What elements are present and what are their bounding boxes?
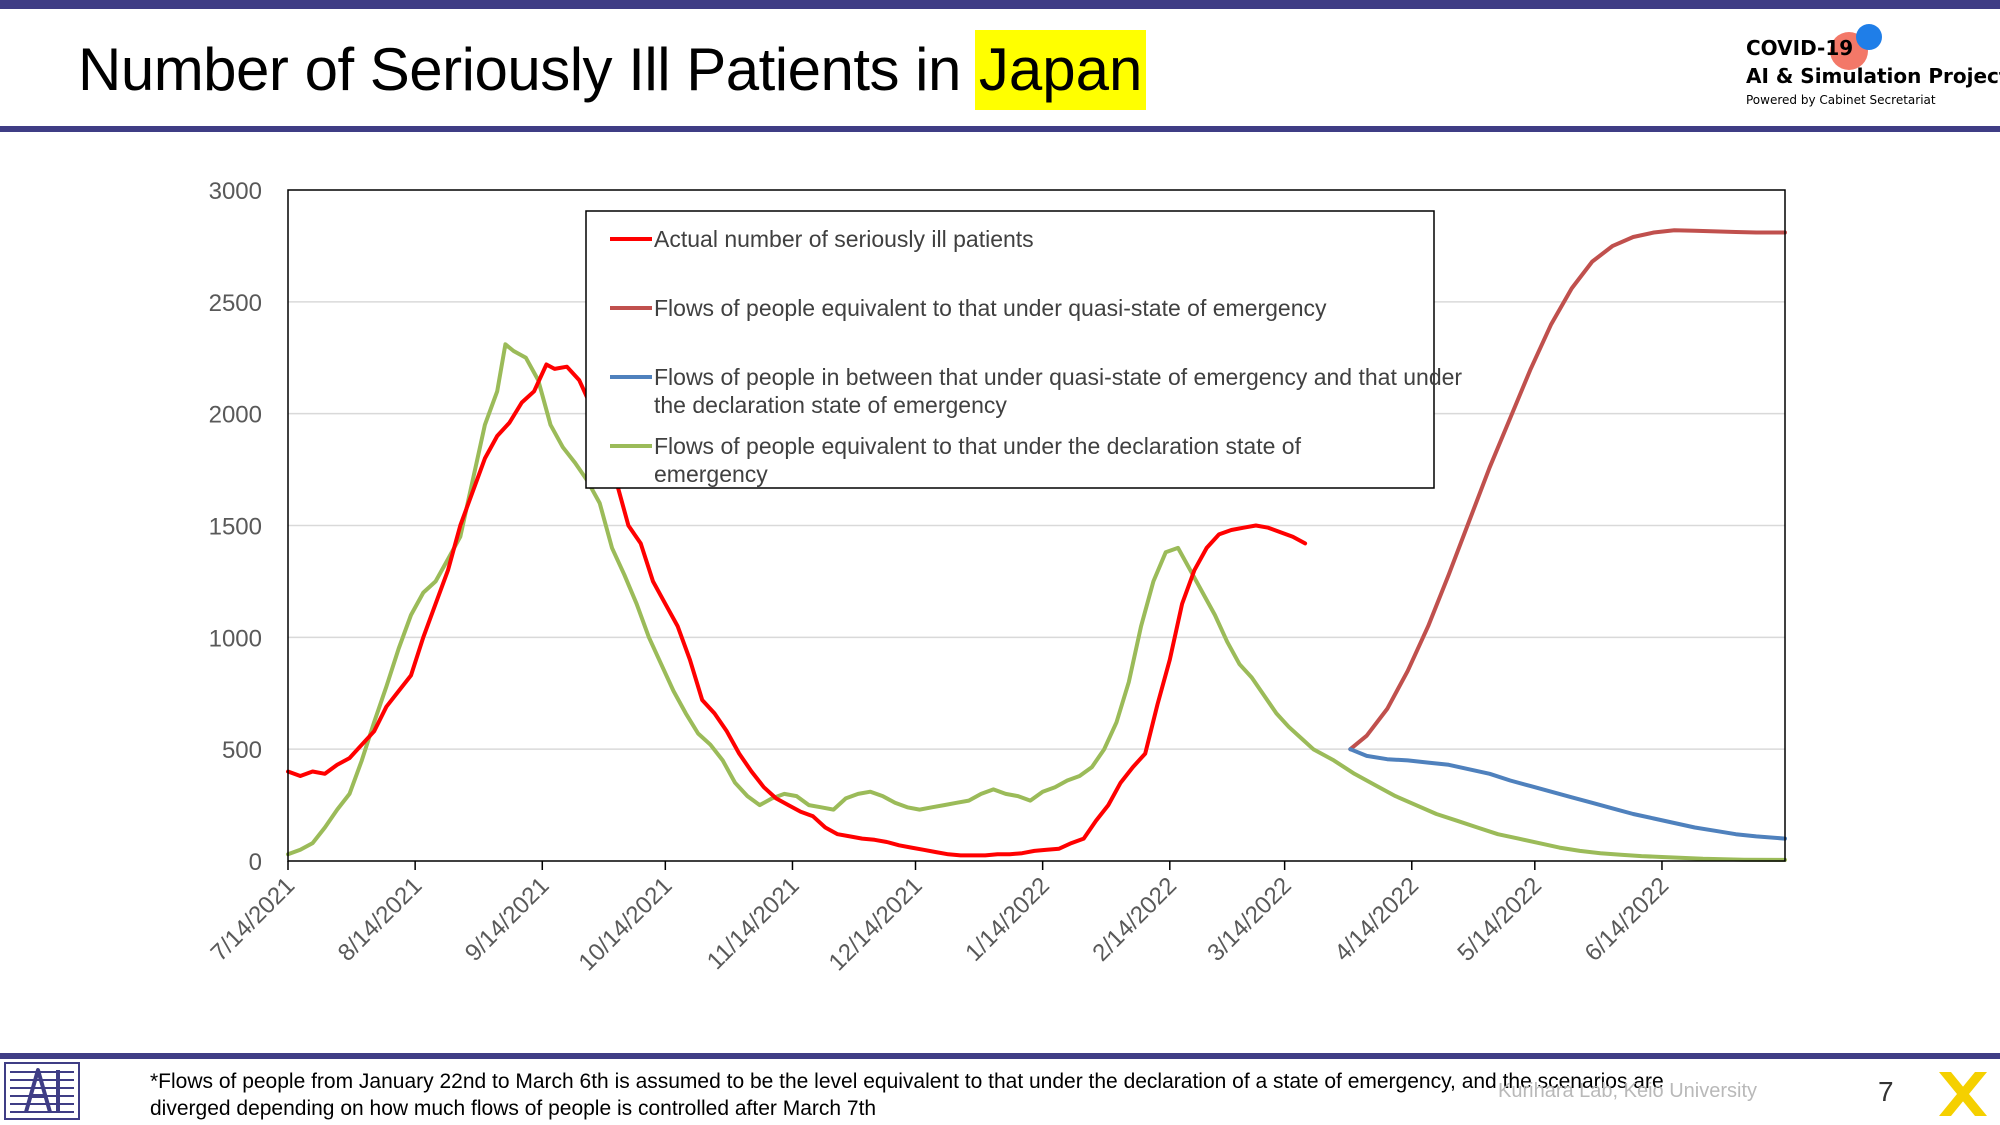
x-tick-label: 11/14/2021	[702, 872, 805, 975]
x-tick-label: 6/14/2022	[1580, 872, 1675, 967]
series-line-0	[286, 362, 1308, 858]
x-tick-label: 12/14/2021	[824, 872, 928, 976]
title-highlight: Japan	[974, 30, 1147, 110]
header-divider	[0, 126, 2000, 132]
lab-credit: Kurihara Lab, Keio University	[1498, 1080, 1758, 1102]
x-tick-label: 9/14/2021	[460, 872, 555, 967]
series-line-2	[1348, 747, 1787, 841]
logo-line-1: COVID-19	[1746, 36, 1854, 60]
x-tick-label: 5/14/2022	[1452, 872, 1547, 967]
legend-box	[585, 210, 1435, 489]
plot-frame	[287, 189, 1786, 862]
series-line-1	[1348, 228, 1787, 752]
line-chart: 0 500 1000 1500 2000 2500 3000 7/14/2021 8/14/2…	[206, 178, 1787, 976]
x-tick-label: 10/14/2021	[574, 872, 678, 976]
footer-divider	[0, 1053, 2000, 1059]
legend-label-1: Flows of people equivalent to that under…	[654, 295, 1327, 321]
footnote: *Flows of people from January 22nd to Ma…	[150, 1070, 1664, 1120]
logo-line-2: AI & Simulation Project	[1746, 64, 2000, 88]
x-tick-label: 3/14/2022	[1202, 872, 1297, 967]
series-line-3	[286, 342, 1787, 862]
x-tick-label: 4/14/2022	[1329, 872, 1424, 967]
x-tick-labels: 7/14/2021 8/14/2021 9/14/2021 10/14/2021 11/…	[206, 861, 1675, 976]
y-tick-label: 1000	[209, 625, 262, 652]
x-tick-label: 1/14/2022	[960, 872, 1055, 967]
legend-label-0: Actual number of seriously ill patients	[654, 226, 1034, 252]
y-tick-label: 2500	[209, 290, 262, 317]
y-tick-label: 2000	[209, 402, 262, 429]
page-number: 7	[1878, 1076, 1894, 1107]
x-tick-label: 8/14/2021	[333, 872, 428, 967]
y-tick-labels: 0 500 1000 1500 2000 2500 3000	[209, 178, 262, 876]
legend: Actual number of seriously ill patients F…	[585, 210, 1462, 489]
legend-label-2: Flows of people in between that under qu…	[654, 364, 1462, 418]
university-logo-icon	[4, 1062, 80, 1120]
logo-line-3: Powered by Cabinet Secretariat	[1746, 93, 1936, 107]
logo-blue-dot	[1856, 24, 1882, 50]
x-tick-label: 2/14/2022	[1087, 872, 1182, 967]
series-lines	[286, 228, 1787, 862]
page-title: Number of Seriously Ill Patients in Japa…	[78, 30, 1147, 110]
project-logo: COVID-19 AI & Simulation Project Powered…	[1746, 22, 2000, 117]
y-tick-label: 500	[222, 737, 262, 764]
y-tick-label: 3000	[209, 178, 262, 205]
x-tick-label: 7/14/2021	[206, 872, 301, 967]
top-accent-bar	[0, 0, 2000, 9]
y-tick-label: 0	[249, 849, 262, 876]
title-prefix: Number of Seriously Ill Patients in	[78, 36, 961, 103]
brand-x-icon	[1939, 1072, 1987, 1116]
y-tick-label: 1500	[209, 514, 262, 541]
legend-label-3: Flows of people equivalent to that under…	[654, 433, 1302, 487]
